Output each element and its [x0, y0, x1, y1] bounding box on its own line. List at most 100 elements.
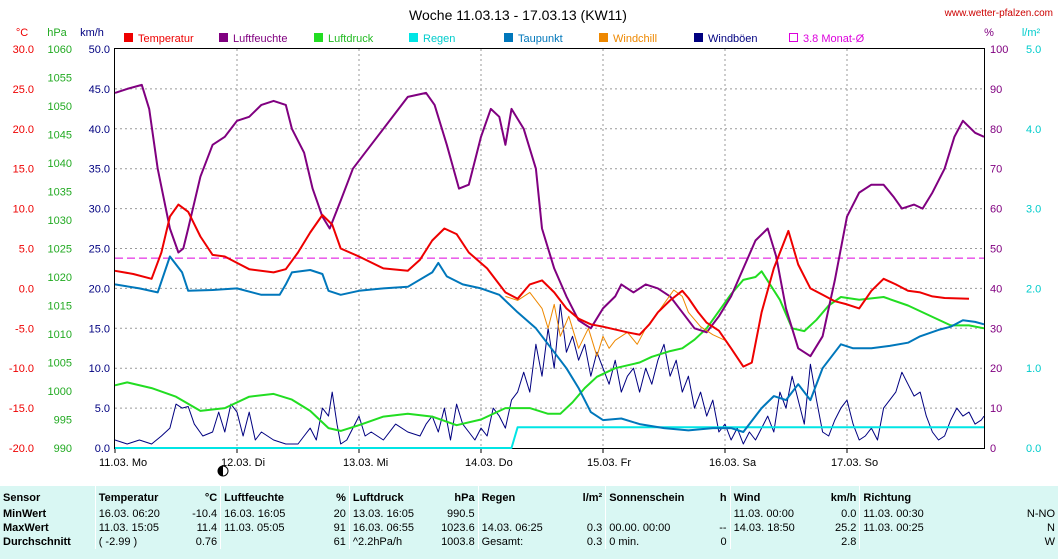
y-tick-label-hpa: 1010: [48, 329, 72, 341]
svg-text:Windchill: Windchill: [613, 33, 657, 45]
stats-cell: 2.8: [841, 536, 857, 548]
y-tick-label-kmh: 30.0: [89, 204, 110, 216]
stats-cell: --: [719, 522, 727, 534]
axes: 30.0 25.0 20.0 15.0 10.0 5.0 0.0 -5.0 -10.0 -15.0…: [9, 44, 1041, 455]
y-tick-label-rain: 0.0: [1026, 443, 1041, 455]
y-tick-label-pct: 10: [990, 403, 1002, 415]
legend-luftdruck[interactable]: Luftdruck: [314, 33, 374, 45]
stats-cell: 16.03. 06:20: [94, 507, 182, 521]
axis-unit-temp: °C: [16, 27, 28, 39]
legend-luftfeuchte[interactable]: Luftfeuchte: [219, 33, 287, 45]
series-line-regen: [115, 426, 984, 449]
legend-windchill[interactable]: Windchill: [599, 33, 657, 45]
stats-cell: 0.76: [195, 536, 218, 548]
legend-temperatur[interactable]: Temperatur: [124, 33, 194, 45]
stats-cell: W: [1044, 536, 1055, 548]
stats-cell: 16.03. 16:05: [220, 507, 313, 521]
stats-cell: 11.03. 15:05: [94, 521, 182, 535]
legend-monat[interactable]: 3.8 Monat-Ø: [789, 33, 865, 45]
y-tick-label-hpa: 1035: [48, 187, 72, 199]
y-tick-label-pct: 30: [990, 323, 1002, 335]
stats-cell: -10.4: [192, 508, 218, 520]
plot-area: [114, 48, 985, 449]
svg-text:3.8 Monat-Ø: 3.8 Monat-Ø: [803, 33, 865, 45]
series-line-temperatur: [114, 203, 970, 368]
stats-header-cell: Sonnenschein: [605, 486, 698, 507]
stats-header-cell: [941, 486, 1058, 507]
stats-header-cell: Sensor: [3, 492, 41, 504]
y-tick-label-hpa: 1055: [48, 73, 72, 85]
y-tick-label-kmh: 25.0: [89, 244, 110, 256]
stats-cell: [220, 535, 313, 549]
svg-text:Luftdruck: Luftdruck: [328, 33, 374, 45]
stats-cell: Gesamt:: [477, 535, 571, 549]
y-tick-label-kmh: 10.0: [89, 363, 110, 375]
stats-cell: 0.0: [841, 508, 857, 520]
y-tick-label-hpa: 1020: [48, 272, 72, 284]
y-tick-label-kmh: 20.0: [89, 283, 110, 295]
legend: Temperatur Luftfeuchte Luftdruck Regen T…: [124, 33, 865, 45]
stats-cell: 20: [333, 508, 346, 520]
stats-cell: 91: [333, 522, 346, 534]
stats-cell: 11.03. 00:00: [729, 507, 825, 521]
legend-windboeen[interactable]: Windböen: [694, 33, 758, 45]
stats-cell: 990.5: [447, 508, 475, 520]
y-tick-label-kmh: 50.0: [89, 44, 110, 56]
stats-cell: 1023.6: [441, 522, 475, 534]
y-tick-label-rain: 4.0: [1026, 124, 1041, 136]
stats-header-cell: Luftdruck: [348, 486, 439, 507]
series-line-luftfeuchte: [114, 83, 985, 358]
x-tick-label: 17.03. So: [831, 457, 878, 469]
y-tick-label-pct: 20: [990, 363, 1002, 375]
y-tick-label-hpa: 1025: [48, 244, 72, 256]
svg-text:Temperatur: Temperatur: [138, 33, 194, 45]
stats-cell: [477, 507, 571, 521]
x-tick-label: 12.03. Di: [221, 457, 265, 469]
y-tick-label-pct: 90: [990, 84, 1002, 96]
y-tick-label-temp: -20.0: [9, 443, 34, 455]
y-tick-label-hpa: 1005: [48, 358, 72, 370]
stats-table: Sensor Temperatur °C Luftfeuchte% Luftdruck h…: [0, 486, 1058, 559]
weather-chart: Woche 11.03.13 - 17.03.13 (KW11) www.wet…: [9, 7, 1053, 477]
legend-regen[interactable]: Regen: [409, 33, 455, 45]
stats-cell: ( -2.99 ): [94, 535, 182, 549]
y-tick-label-temp: 10.0: [13, 204, 34, 216]
y-tick-label-pct: 60: [990, 204, 1002, 216]
stats-cell: [859, 535, 942, 549]
stats-row-label: MinWert: [3, 508, 47, 520]
y-tick-label-hpa: 1030: [48, 215, 72, 227]
y-tick-label-kmh: 15.0: [89, 323, 110, 335]
y-tick-label-temp: -5.0: [15, 323, 34, 335]
y-tick-label-pct: 70: [990, 164, 1002, 176]
stats-cell: 14.03. 06:25: [477, 521, 571, 535]
x-tick-label: 16.03. Sa: [709, 457, 757, 469]
y-tick-label-temp: 30.0: [13, 44, 34, 56]
stats-cell: N-NO: [1026, 508, 1055, 520]
stats-cell: 14.03. 18:50: [729, 521, 825, 535]
y-tick-label-kmh: 0.0: [95, 443, 110, 455]
stats-header-cell: %: [336, 492, 346, 504]
y-tick-label-pct: 50: [990, 244, 1002, 256]
stats-header-cell: Regen: [477, 486, 571, 507]
y-tick-label-hpa: 1040: [48, 158, 72, 170]
y-tick-label-hpa: 995: [54, 415, 72, 427]
y-tick-label-pct: 40: [990, 283, 1002, 295]
stats-cell: [570, 507, 606, 521]
chart-title: Woche 11.03.13 - 17.03.13 (KW11): [409, 7, 627, 23]
stats-header-cell: l/m²: [582, 492, 603, 504]
stats-cell: 16.03. 06:55: [348, 521, 439, 535]
series-line-luftdruck: [114, 270, 985, 432]
y-tick-label-temp: 25.0: [13, 84, 34, 96]
series-line-taupunkt: [114, 255, 985, 433]
stats-row-label: Durchschnitt: [3, 536, 71, 548]
axis-unit-rain: l/m²: [1022, 27, 1041, 39]
series-line-windchill: [505, 289, 726, 357]
y-tick-label-temp: 20.0: [13, 124, 34, 136]
legend-taupunkt[interactable]: Taupunkt: [504, 33, 563, 45]
moon-phase-icon: [217, 465, 229, 477]
y-tick-label-hpa: 1060: [48, 44, 72, 56]
stats-cell: ^2.2hPa/h: [348, 535, 439, 549]
stats-cell: 13.03. 16:05: [348, 507, 439, 521]
y-tick-label-temp: -10.0: [9, 363, 34, 375]
source-link[interactable]: www.wetter-pfalzen.com: [944, 8, 1053, 19]
